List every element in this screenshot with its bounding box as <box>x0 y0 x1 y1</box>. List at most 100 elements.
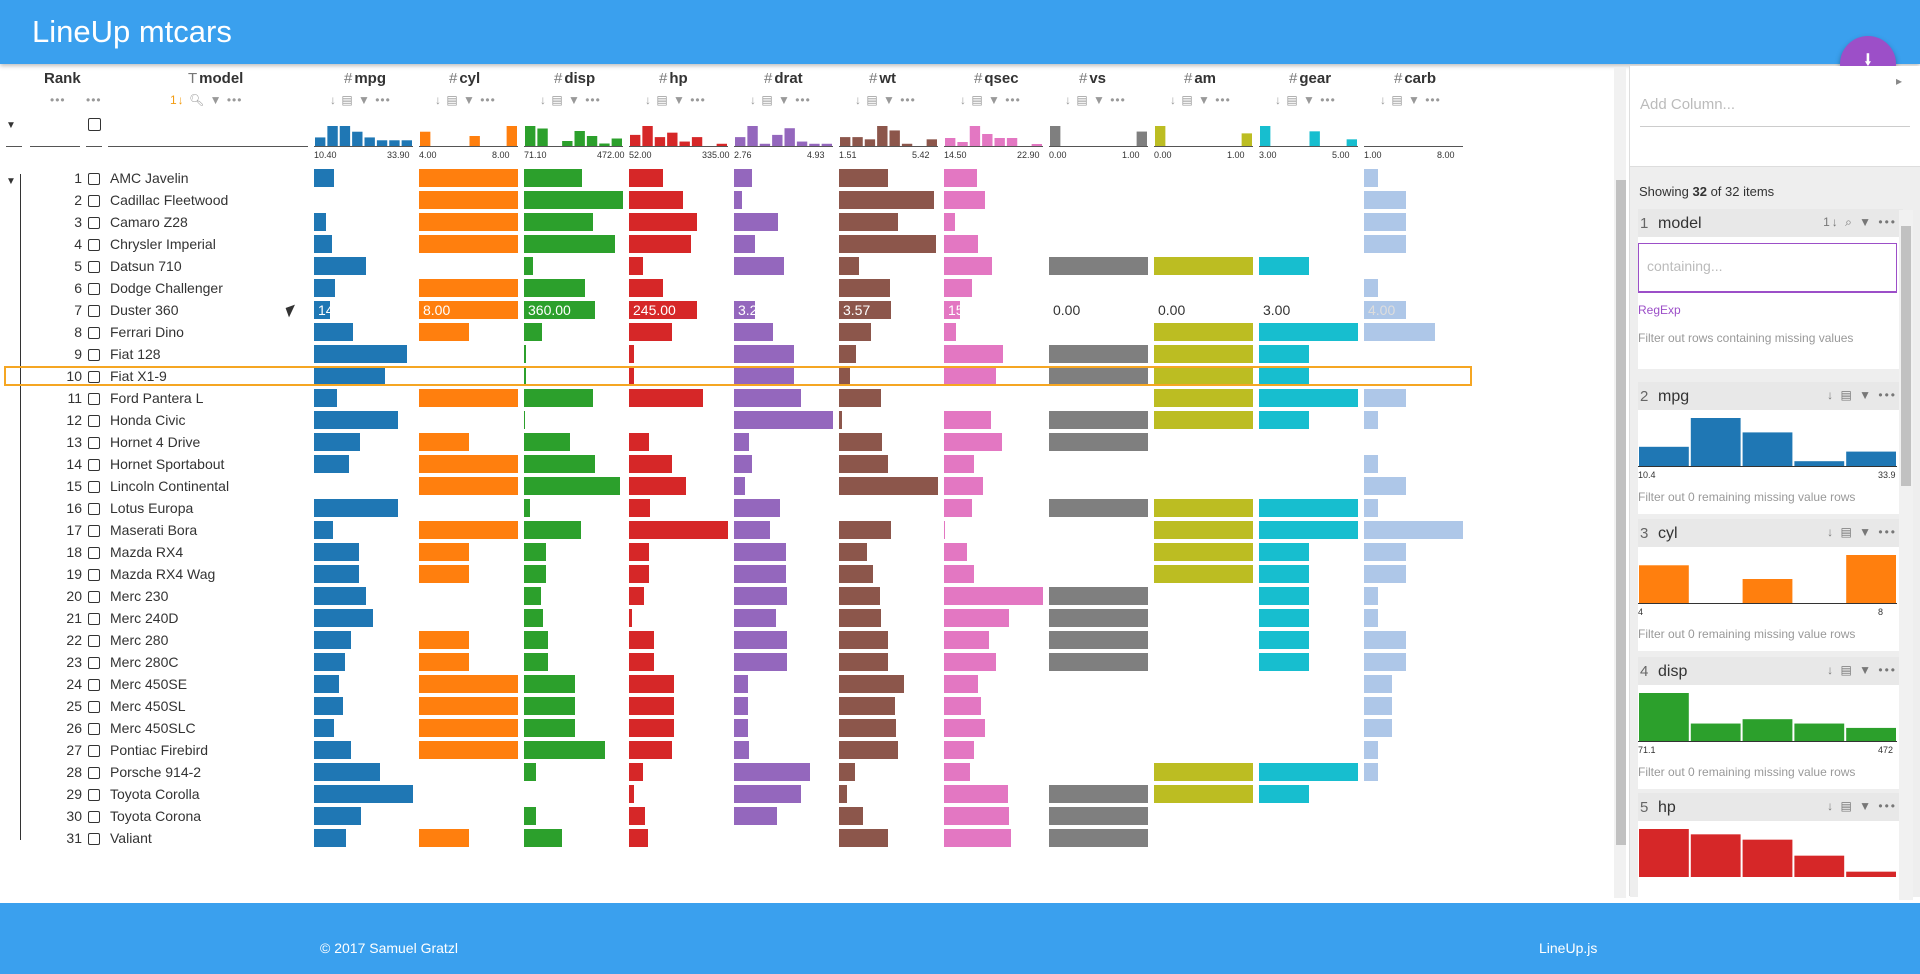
filter-icon[interactable]: ▼ <box>1093 93 1111 107</box>
value-bar-hp[interactable] <box>629 587 645 605</box>
value-bar-hp[interactable] <box>629 257 644 275</box>
value-bar-disp[interactable] <box>524 697 575 715</box>
value-bar-drat[interactable] <box>734 587 787 605</box>
value-bar-wt[interactable] <box>839 411 842 429</box>
collapse-icon[interactable]: ▤ <box>866 93 884 107</box>
value-bar-cyl[interactable] <box>419 543 469 561</box>
value-bar-wt[interactable] <box>839 521 892 539</box>
value-bar-gear[interactable] <box>1259 631 1309 649</box>
value-bar-wt[interactable] <box>839 213 898 231</box>
column-tools-am[interactable]: ↓ ▤ ▼ ••• <box>1170 93 1231 107</box>
value-bar-cyl[interactable] <box>419 213 518 231</box>
more-icon[interactable]: ••• <box>226 93 243 107</box>
value-bar-wt[interactable] <box>839 169 888 187</box>
value-bar-mpg[interactable] <box>314 675 340 693</box>
value-bar-disp[interactable] <box>524 675 575 693</box>
column-header-disp[interactable]: # disp <box>554 70 595 87</box>
value-bar-mpg[interactable] <box>314 631 352 649</box>
value-bar-carb[interactable] <box>1364 653 1407 671</box>
value-bar-cyl[interactable] <box>419 521 518 539</box>
value-bar-hp[interactable] <box>629 235 692 253</box>
collapse-icon[interactable]: ▤ <box>656 93 674 107</box>
value-bar-cyl[interactable] <box>419 697 518 715</box>
value-bar-mpg[interactable] <box>314 609 373 627</box>
value-bar-carb[interactable] <box>1364 235 1407 253</box>
model-cell[interactable]: Camaro Z28 <box>110 214 188 230</box>
value-bar-carb[interactable] <box>1364 455 1379 473</box>
model-cell[interactable]: Merc 450SLC <box>110 720 196 736</box>
value-bar-mpg[interactable] <box>314 785 413 803</box>
value-bar-cyl[interactable] <box>419 323 469 341</box>
value-bar-drat[interactable] <box>734 763 811 781</box>
row-checkbox[interactable] <box>88 613 100 625</box>
value-bar-hp[interactable] <box>629 521 728 539</box>
value-bar-qsec[interactable] <box>944 499 973 517</box>
value-bar-gear[interactable] <box>1259 763 1358 781</box>
model-cell[interactable]: Cadillac Fleetwood <box>110 192 229 208</box>
column-summary-gear[interactable] <box>1259 124 1358 146</box>
value-bar-cyl[interactable] <box>419 191 518 209</box>
column-header-carb[interactable]: # carb <box>1394 70 1436 87</box>
value-bar-cyl[interactable] <box>419 301 518 319</box>
value-bar-disp[interactable] <box>524 389 594 407</box>
value-bar-mpg[interactable] <box>314 807 361 825</box>
row-checkbox[interactable] <box>88 217 100 229</box>
value-bar-mpg[interactable] <box>314 279 336 297</box>
column-header-hp[interactable]: # hp <box>659 70 688 87</box>
sort-icon[interactable]: ↓ <box>435 93 447 107</box>
value-bar-drat[interactable] <box>734 697 749 715</box>
filter-text-input[interactable]: containing... <box>1638 243 1897 293</box>
value-bar-carb[interactable] <box>1364 543 1407 561</box>
value-bar-disp[interactable] <box>524 763 537 781</box>
value-bar-hp[interactable] <box>629 389 704 407</box>
model-cell[interactable]: Merc 280C <box>110 654 179 670</box>
column-header-am[interactable]: # am <box>1184 70 1216 87</box>
value-bar-gear[interactable] <box>1259 587 1309 605</box>
row-checkbox[interactable] <box>88 327 100 339</box>
row-checkbox[interactable] <box>88 173 100 185</box>
filter-icon[interactable]: ▼ <box>1408 93 1426 107</box>
value-bar-mpg[interactable] <box>314 213 327 231</box>
column-header-qsec[interactable]: # qsec <box>974 70 1019 87</box>
value-bar-disp[interactable] <box>524 807 537 825</box>
value-bar-am[interactable] <box>1154 345 1253 363</box>
column-summary-mpg[interactable] <box>314 124 413 146</box>
value-bar-qsec[interactable] <box>944 191 985 209</box>
value-bar-mpg[interactable] <box>314 235 333 253</box>
row-checkbox[interactable] <box>88 635 100 647</box>
value-bar-am[interactable] <box>1154 499 1253 517</box>
row-checkbox[interactable] <box>88 481 100 493</box>
table-scrollbar-thumb[interactable] <box>1616 180 1626 845</box>
value-bar-qsec[interactable] <box>944 719 986 737</box>
more-icon[interactable]: ••• <box>1005 93 1021 107</box>
value-bar-gear[interactable] <box>1259 367 1309 385</box>
value-bar-hp[interactable] <box>629 631 654 649</box>
value-bar-mpg[interactable] <box>314 697 344 715</box>
value-bar-hp[interactable] <box>629 301 697 319</box>
value-bar-cyl[interactable] <box>419 389 518 407</box>
value-bar-hp[interactable] <box>629 719 674 737</box>
value-bar-hp[interactable] <box>629 653 654 671</box>
value-bar-qsec[interactable] <box>944 213 955 231</box>
value-bar-mpg[interactable] <box>314 741 352 759</box>
value-bar-am[interactable] <box>1154 521 1253 539</box>
value-bar-hp[interactable] <box>629 675 674 693</box>
value-bar-wt[interactable] <box>839 807 864 825</box>
value-bar-qsec[interactable] <box>944 763 970 781</box>
sort-active-icon[interactable]: 1↓ <box>170 93 185 107</box>
value-bar-wt[interactable] <box>839 653 888 671</box>
column-summary-am[interactable] <box>1154 124 1253 146</box>
value-bar-carb[interactable] <box>1364 411 1379 429</box>
value-bar-qsec[interactable] <box>944 565 974 583</box>
value-bar-carb[interactable] <box>1364 499 1379 517</box>
value-bar-drat[interactable] <box>734 477 745 495</box>
value-bar-drat[interactable] <box>734 235 756 253</box>
column-summary-hp[interactable] <box>629 124 728 146</box>
model-cell[interactable]: Datsun 710 <box>110 258 182 274</box>
value-bar-qsec[interactable] <box>944 807 1009 825</box>
row-checkbox[interactable] <box>88 789 100 801</box>
column-tools-wt[interactable]: ↓ ▤ ▼ ••• <box>855 93 916 107</box>
value-bar-qsec[interactable] <box>944 675 979 693</box>
column-tools-drat[interactable]: ↓ ▤ ▼ ••• <box>750 93 811 107</box>
